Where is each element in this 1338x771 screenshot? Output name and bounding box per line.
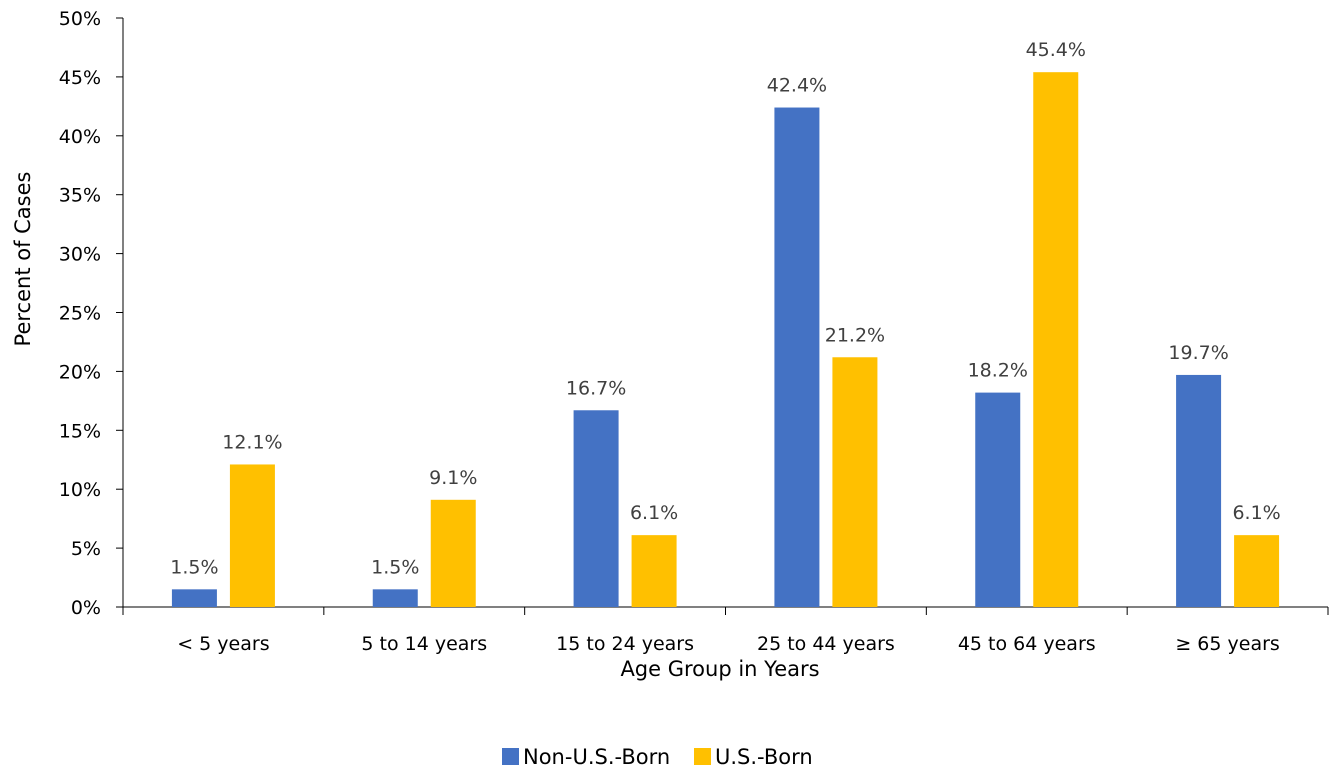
bar xyxy=(1234,535,1279,607)
bar xyxy=(431,500,476,607)
legend-swatch xyxy=(502,748,519,765)
bar xyxy=(373,589,418,607)
data-label: 6.1% xyxy=(1232,502,1280,524)
data-labels: 1.5% 1.5% 16.7% 42.4% 18.2% 19.7% 12.1% 9.1% 6.1… xyxy=(170,39,1280,578)
bar xyxy=(574,410,619,607)
x-axis: < 5 years 5 to 14 years 15 to 24 years 25 t… xyxy=(123,607,1328,655)
data-label: 16.7% xyxy=(566,377,626,399)
y-tick-label: 10% xyxy=(59,479,101,501)
x-tick-label: 15 to 24 years xyxy=(556,633,694,655)
bar xyxy=(172,589,217,607)
x-tick-label: 25 to 44 years xyxy=(757,633,895,655)
bar xyxy=(632,535,677,607)
y-tick-label: 20% xyxy=(59,361,101,383)
data-label: 45.4% xyxy=(1026,39,1086,61)
bar xyxy=(975,393,1020,607)
y-tick-label: 40% xyxy=(59,126,101,148)
y-axis-title: Percent of Cases xyxy=(11,172,35,347)
legend: Non-U.S.-Born U.S.-Born xyxy=(502,745,813,769)
y-tick-label: 25% xyxy=(59,303,101,325)
x-tick-label: ≥ 65 years xyxy=(1175,633,1279,655)
legend-swatch xyxy=(694,748,711,765)
data-label: 42.4% xyxy=(767,75,827,97)
bar xyxy=(1176,375,1221,607)
x-tick-label: 5 to 14 years xyxy=(361,633,487,655)
data-label: 19.7% xyxy=(1168,342,1228,364)
y-tick-label: 30% xyxy=(59,244,101,266)
y-tick-label: 5% xyxy=(71,538,101,560)
legend-label: Non-U.S.-Born xyxy=(523,745,670,769)
bar xyxy=(1033,72,1078,607)
data-label: 1.5% xyxy=(371,556,419,578)
data-label: 6.1% xyxy=(630,502,678,524)
data-label: 18.2% xyxy=(968,360,1028,382)
data-label: 9.1% xyxy=(429,467,477,489)
data-label: 1.5% xyxy=(170,556,218,578)
x-axis-title: Age Group in Years xyxy=(620,657,819,681)
y-tick-label: 35% xyxy=(59,185,101,207)
x-tick-label: < 5 years xyxy=(177,633,269,655)
y-tick-label: 15% xyxy=(59,420,101,442)
data-label: 21.2% xyxy=(825,324,885,346)
bars xyxy=(172,72,1279,607)
bar xyxy=(774,108,819,607)
y-tick-label: 50% xyxy=(59,8,101,30)
bar xyxy=(832,357,877,607)
y-axis: 0% 5% 10% 15% 20% 25% 30% 35% 40% 45% 50% xyxy=(59,8,123,619)
y-tick-label: 0% xyxy=(71,597,101,619)
x-tick-label: 45 to 64 years xyxy=(958,633,1096,655)
data-label: 12.1% xyxy=(222,431,282,453)
y-tick-label: 45% xyxy=(59,67,101,89)
bar xyxy=(230,464,275,607)
legend-label: U.S.-Born xyxy=(715,745,813,769)
